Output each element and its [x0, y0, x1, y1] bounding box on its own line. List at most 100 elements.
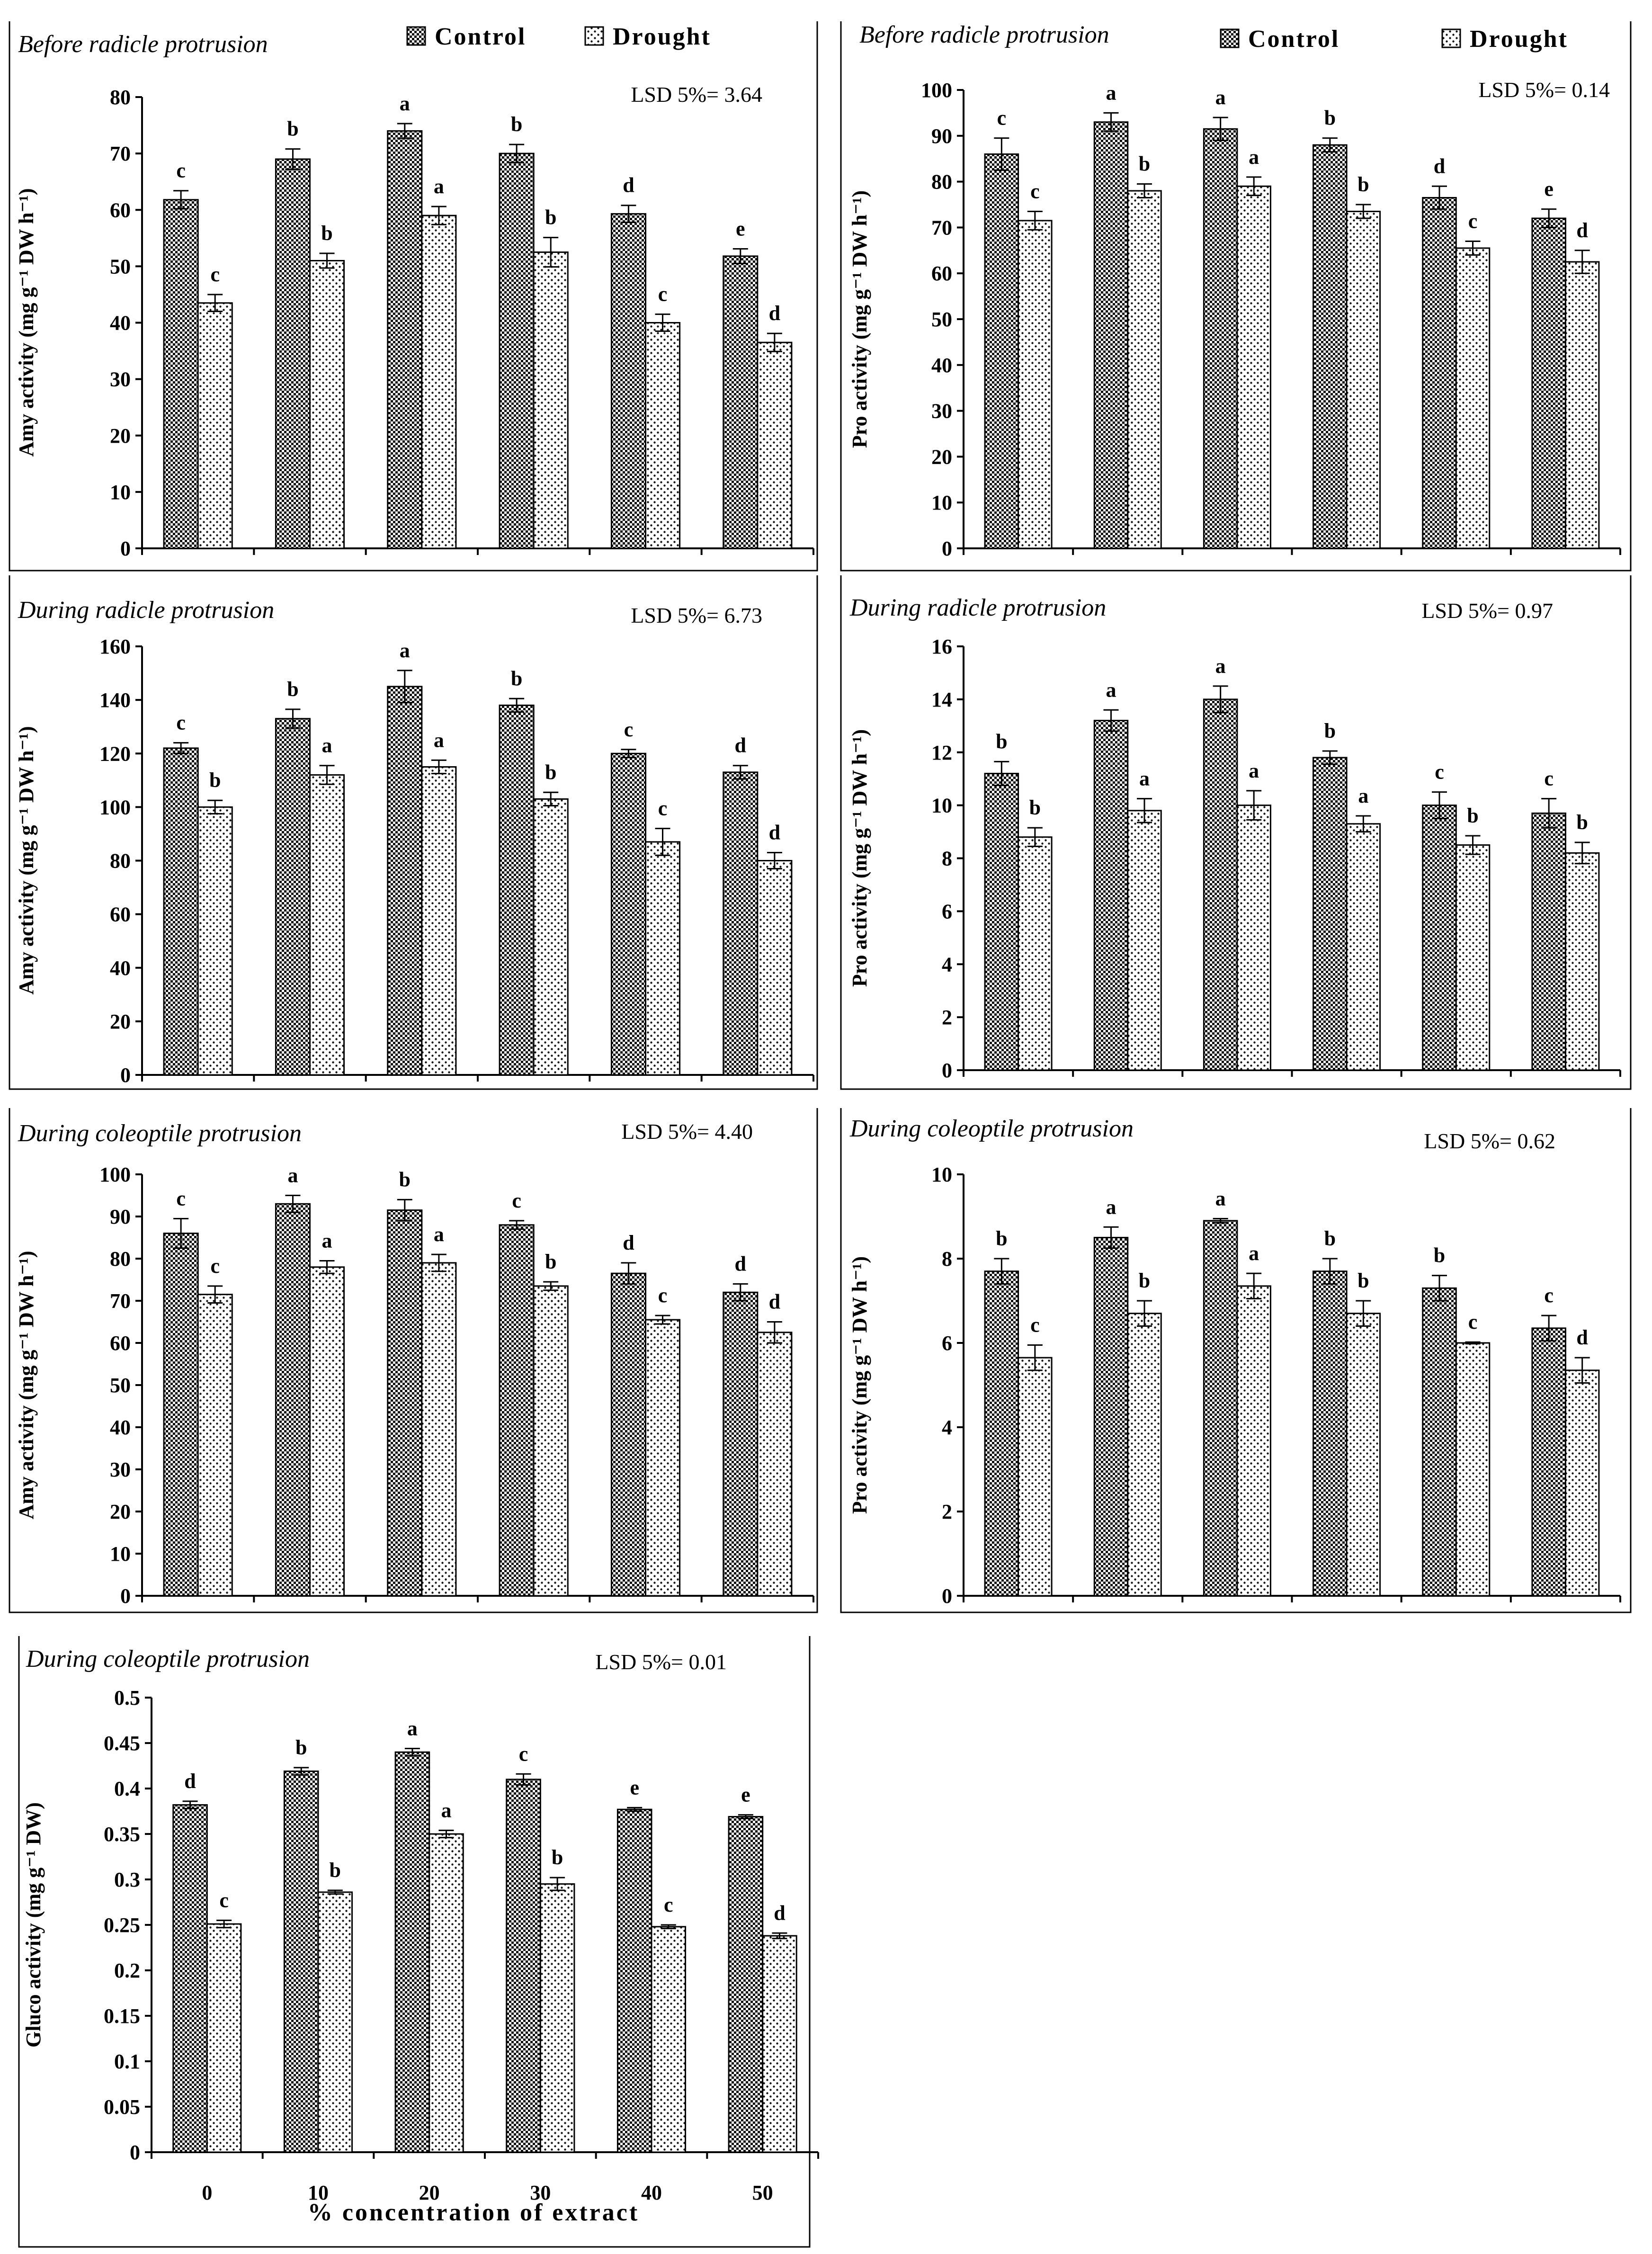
y-tick-label: 12 — [931, 741, 952, 764]
bar-control — [394, 1751, 430, 2153]
panel-frame — [9, 575, 818, 1090]
bar-drought — [197, 806, 233, 1076]
significance-letter: c — [1030, 1313, 1040, 1336]
bar-control — [1313, 1270, 1348, 1597]
bar-drought — [757, 860, 793, 1076]
bar-control — [610, 1272, 646, 1597]
y-axis-label: Pro activity (mg g⁻¹ DW h⁻¹) — [848, 1256, 871, 1514]
bar-drought — [1346, 823, 1381, 1071]
panel-title: During radicle protrusion — [849, 594, 1106, 621]
y-tick-label: 70 — [110, 1289, 131, 1313]
y-tick-label: 40 — [110, 957, 131, 980]
bar-drought — [757, 341, 793, 549]
bar-drought — [1236, 185, 1271, 549]
significance-letter: b — [287, 117, 298, 141]
significance-letter: c — [624, 718, 634, 741]
y-tick-label: 0.35 — [104, 1823, 140, 1846]
bar-control — [1203, 128, 1238, 549]
significance-letter: b — [287, 678, 298, 701]
significance-letter: d — [735, 1252, 746, 1275]
panel-amy-during-radicle: During radicle protrusion LSD 5%= 6.73 Amy… — [9, 575, 818, 1090]
panel-pro-during-coleoptile: During coleoptile protrusion LSD 5%= 0.62… — [840, 1108, 1632, 1613]
y-tick-label: 4 — [942, 1416, 952, 1439]
bar-control — [723, 1291, 759, 1597]
bar-drought — [1455, 844, 1491, 1071]
bar-drought — [539, 1883, 575, 2153]
y-tick-label: 2 — [942, 1500, 952, 1523]
bar-drought — [1346, 1313, 1381, 1597]
significance-letter: b — [1467, 804, 1478, 827]
y-tick-label: 160 — [99, 635, 131, 658]
bar-drought — [429, 1833, 464, 2153]
bar-control — [1422, 805, 1457, 1071]
y-tick-label: 50 — [110, 255, 131, 278]
bar-drought — [1455, 1342, 1491, 1597]
significance-letter: c — [176, 159, 186, 182]
bar-control — [723, 771, 759, 1076]
y-tick-label: 20 — [110, 1010, 131, 1033]
y-tick-label: 0.4 — [114, 1777, 140, 1800]
significance-letter: b — [209, 769, 221, 792]
x-tick-label: 10 — [308, 2181, 329, 2204]
y-tick-label: 0.2 — [114, 1959, 140, 1982]
panel-frame — [840, 21, 1632, 572]
significance-letter: a — [434, 728, 444, 751]
bar-control — [163, 1233, 199, 1597]
y-axis-label: Amy activity (mg g⁻¹ DW h⁻¹) — [15, 726, 38, 995]
panel-pro-during-radicle: During radicle protrusion LSD 5%= 0.97 Pro… — [840, 575, 1632, 1090]
significance-letter: a — [407, 1717, 418, 1740]
significance-letter: c — [219, 1888, 229, 1912]
y-tick-label: 0 — [120, 1584, 131, 1608]
legend-control-swatch — [1220, 28, 1240, 48]
y-tick-label: 8 — [942, 1247, 952, 1270]
bar-drought — [533, 1285, 569, 1597]
significance-letter: c — [1030, 180, 1040, 203]
y-tick-label: 60 — [110, 1332, 131, 1355]
y-tick-label: 90 — [931, 125, 952, 148]
y-tick-label: 0 — [120, 1064, 131, 1087]
significance-letter: a — [1215, 1187, 1226, 1210]
significance-letter: a — [1249, 759, 1259, 782]
panel-frame — [9, 1108, 818, 1613]
y-tick-label: 90 — [110, 1205, 131, 1228]
bar-control — [163, 747, 199, 1076]
y-axis-label: Gluco activity (mg g⁻¹ DW) — [22, 1802, 45, 2048]
panel-title: Before radicle protrusion — [18, 31, 268, 58]
y-tick-label: 10 — [931, 1163, 952, 1186]
bar-control — [984, 1270, 1019, 1597]
bar-control — [499, 1224, 535, 1597]
significance-letter: b — [545, 760, 556, 784]
legend-drought-label: Drought — [613, 23, 711, 50]
significance-letter: c — [519, 1742, 528, 1765]
bar-drought — [309, 1266, 345, 1597]
y-tick-label: 40 — [931, 354, 952, 377]
significance-letter: b — [1576, 811, 1588, 834]
y-tick-label: 0.15 — [104, 2004, 140, 2028]
y-tick-label: 10 — [110, 481, 131, 504]
y-tick-label: 70 — [110, 142, 131, 165]
y-tick-label: 4 — [942, 953, 952, 976]
bar-control — [1203, 698, 1238, 1071]
bar-drought — [1346, 211, 1381, 549]
y-tick-label: 6 — [942, 1332, 952, 1355]
bar-drought — [309, 774, 345, 1076]
significance-letter: d — [184, 1770, 196, 1793]
significance-letter: c — [997, 107, 1007, 130]
bar-control — [1313, 757, 1348, 1071]
bar-control — [1093, 121, 1129, 549]
bar-control — [275, 718, 311, 1076]
bar-drought — [1127, 810, 1162, 1071]
y-tick-label: 100 — [99, 796, 131, 819]
significance-letter: b — [1029, 796, 1041, 819]
panel-title: During radicle protrusion — [18, 597, 274, 624]
lsd-label: LSD 5%= 6.73 — [631, 603, 762, 627]
y-tick-label: 70 — [931, 216, 952, 239]
y-tick-label: 0 — [120, 537, 131, 560]
lsd-label: LSD 5%= 0.01 — [595, 1650, 727, 1674]
y-tick-label: 10 — [110, 1542, 131, 1565]
significance-letter: d — [774, 1901, 785, 1924]
y-tick-label: 0.3 — [114, 1868, 140, 1891]
significance-letter: d — [1576, 1326, 1588, 1349]
significance-letter: a — [434, 175, 444, 198]
y-tick-label: 30 — [931, 400, 952, 423]
